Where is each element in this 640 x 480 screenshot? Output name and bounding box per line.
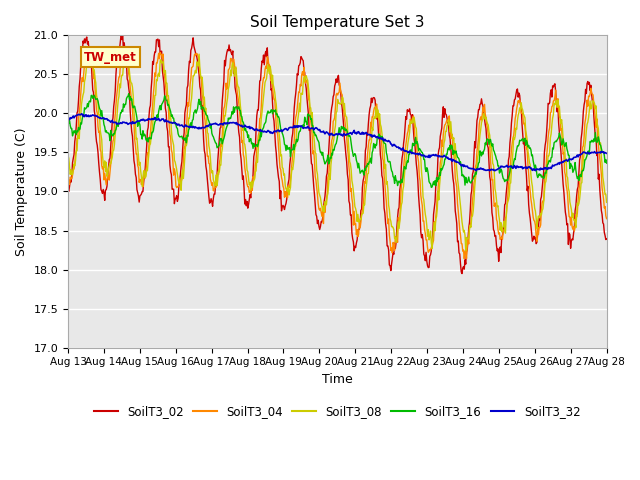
- SoilT3_04: [64, 170, 72, 176]
- SoilT3_32: [185, 124, 193, 130]
- Line: SoilT3_04: SoilT3_04: [68, 47, 607, 259]
- SoilT3_02: [213, 171, 221, 177]
- SoilT3_08: [185, 115, 193, 121]
- SoilT3_08: [213, 183, 221, 189]
- SoilT3_32: [472, 168, 480, 174]
- SoilT3_16: [64, 120, 72, 126]
- SoilT3_08: [64, 153, 72, 158]
- SoilT3_02: [419, 238, 427, 243]
- SoilT3_08: [603, 200, 611, 205]
- SoilT3_16: [125, 91, 132, 96]
- SoilT3_32: [64, 117, 72, 122]
- SoilT3_02: [403, 107, 411, 113]
- SoilT3_02: [458, 271, 466, 276]
- SoilT3_16: [185, 127, 193, 133]
- SoilT3_02: [185, 67, 193, 73]
- Line: SoilT3_16: SoilT3_16: [68, 94, 607, 187]
- Line: SoilT3_08: SoilT3_08: [68, 52, 607, 251]
- SoilT3_32: [603, 150, 611, 156]
- Text: TW_met: TW_met: [84, 51, 137, 64]
- SoilT3_02: [117, 31, 125, 37]
- Line: SoilT3_32: SoilT3_32: [68, 114, 607, 171]
- SoilT3_04: [185, 103, 193, 109]
- SoilT3_08: [419, 194, 427, 200]
- SoilT3_04: [130, 120, 138, 126]
- SoilT3_32: [403, 149, 411, 155]
- SoilT3_08: [462, 248, 470, 253]
- SoilT3_16: [419, 152, 427, 157]
- SoilT3_16: [74, 129, 82, 135]
- SoilT3_04: [120, 44, 128, 50]
- SoilT3_08: [74, 132, 82, 138]
- SoilT3_32: [419, 153, 427, 158]
- SoilT3_04: [213, 178, 221, 183]
- SoilT3_32: [74, 112, 82, 118]
- SoilT3_32: [130, 120, 138, 125]
- SoilT3_04: [460, 256, 468, 262]
- SoilT3_16: [428, 184, 435, 190]
- SoilT3_04: [419, 218, 427, 224]
- SoilT3_02: [603, 236, 611, 242]
- SoilT3_02: [64, 187, 72, 192]
- SoilT3_02: [74, 108, 82, 114]
- SoilT3_08: [86, 49, 94, 55]
- SoilT3_08: [403, 145, 411, 151]
- X-axis label: Time: Time: [322, 373, 353, 386]
- Y-axis label: Soil Temperature (C): Soil Temperature (C): [15, 127, 28, 256]
- SoilT3_08: [130, 108, 138, 114]
- SoilT3_32: [213, 121, 221, 127]
- SoilT3_02: [130, 158, 138, 164]
- SoilT3_16: [213, 145, 221, 151]
- SoilT3_04: [403, 131, 411, 136]
- SoilT3_32: [77, 111, 85, 117]
- SoilT3_16: [130, 103, 138, 109]
- Legend: SoilT3_02, SoilT3_04, SoilT3_08, SoilT3_16, SoilT3_32: SoilT3_02, SoilT3_04, SoilT3_08, SoilT3_…: [90, 400, 585, 423]
- Line: SoilT3_02: SoilT3_02: [68, 34, 607, 274]
- SoilT3_16: [403, 158, 411, 164]
- SoilT3_04: [74, 135, 82, 141]
- Title: Soil Temperature Set 3: Soil Temperature Set 3: [250, 15, 424, 30]
- SoilT3_04: [603, 216, 611, 222]
- SoilT3_16: [603, 160, 611, 166]
